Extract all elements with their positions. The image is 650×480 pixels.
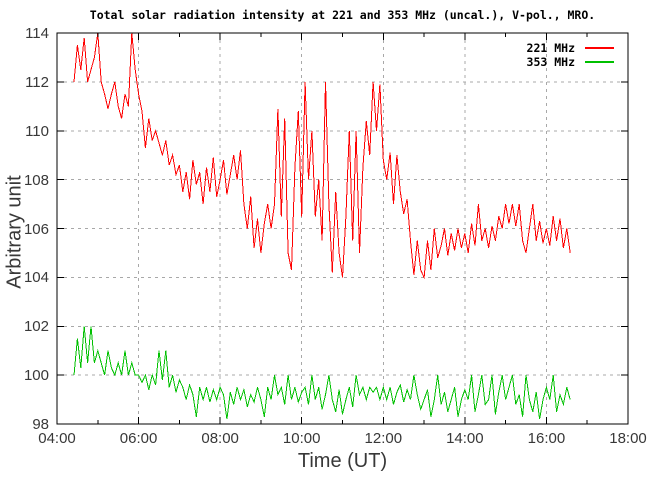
y-tick-label: 106: [23, 220, 49, 238]
x-tick-label: 04:00: [38, 430, 76, 447]
x-tick-label: 12:00: [364, 430, 403, 447]
y-tick-label: 100: [23, 367, 49, 385]
legend-entry-353mhz: 353 MHz: [526, 54, 614, 69]
y-tick-label: 98: [32, 416, 49, 433]
x-tick-label: 18:00: [609, 430, 647, 447]
x-tick-label: 08:00: [201, 430, 239, 447]
y-tick-label: 110: [25, 122, 49, 140]
series-line-353-mhz: [73, 326, 571, 420]
legend-entry-221mhz: 221 MHz: [526, 40, 614, 55]
x-axis-tick-labels: 04:00 06:00 08:00 10:00 12:00 14:00 16:00 18:00: [0, 430, 650, 450]
legend-label-221mhz: 221 MHz: [526, 40, 575, 55]
legend-line-sample-221mhz: [585, 46, 614, 49]
x-tick-label: 06:00: [119, 430, 158, 447]
legend: 221 MHz 353 MHz: [527, 41, 614, 69]
y-tick-label: 114: [25, 25, 49, 42]
y-axis-tick-labels: 98 100 102 104 106 108 110 112 114: [0, 0, 50, 480]
legend-label-353mhz: 353 MHz: [526, 54, 575, 69]
x-tick-label: 16:00: [527, 430, 566, 447]
x-tick-label: 14:00: [446, 430, 484, 447]
legend-line-sample-353mhz: [585, 60, 614, 63]
chart-title: Total solar radiation intensity at 221 a…: [89, 8, 596, 22]
y-tick-label: 112: [25, 73, 49, 91]
y-tick-label: 104: [23, 269, 49, 287]
x-axis-label: Time (UT): [297, 450, 388, 472]
y-tick-label: 108: [23, 171, 49, 189]
y-tick-label: 102: [23, 318, 49, 336]
x-tick-label: 10:00: [282, 430, 321, 447]
series-line-221-mhz: [73, 32, 571, 280]
